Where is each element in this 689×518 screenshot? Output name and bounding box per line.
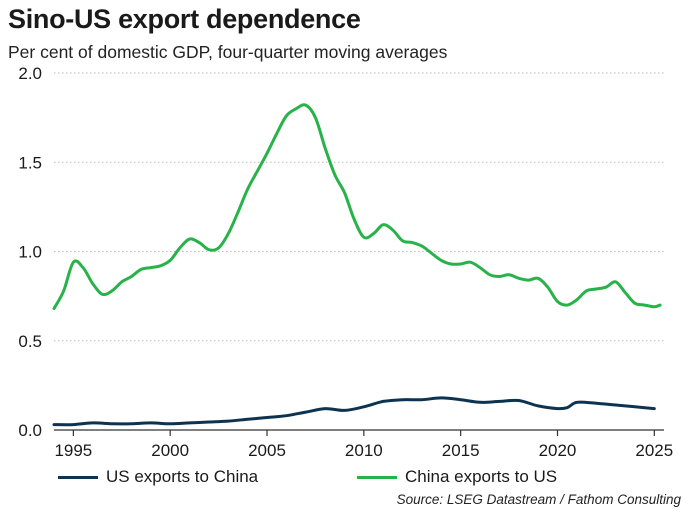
legend-label-us-exports: US exports to China: [106, 467, 259, 486]
legend-label-china-exports: China exports to US: [405, 467, 558, 486]
y-tick-label: 0.5: [18, 332, 42, 351]
x-tick-label: 2015: [442, 441, 480, 460]
legend-swatch-china-exports: [357, 475, 397, 479]
legend-item-us-exports: US exports to China: [58, 467, 258, 487]
source-note: Source: LSEG Datastream / Fathom Consult…: [396, 492, 681, 507]
y-tick-label: 1.0: [18, 243, 42, 262]
x-tick-label: 2010: [345, 441, 383, 460]
chart-title: Sino-US export dependence: [8, 4, 361, 34]
series-lines: [52, 103, 662, 427]
y-axis-ticks: 0.0 0.5 1.0 1.5 2.0: [18, 64, 42, 440]
x-tick-label: 2025: [635, 441, 673, 460]
legend-swatch-us-exports: [58, 475, 98, 479]
y-tick-label: 0.0: [18, 421, 42, 440]
series-line-us-exports-to-china: [52, 396, 656, 427]
gridlines: [54, 72, 664, 342]
y-tick-label: 1.5: [18, 153, 42, 172]
y-tick-label: 2.0: [18, 64, 42, 83]
x-tick-label: 1995: [54, 441, 92, 460]
x-tick-label: 2000: [151, 441, 189, 460]
x-tick-label: 2020: [539, 441, 577, 460]
chart-subtitle: Per cent of domestic GDP, four-quarter m…: [8, 42, 448, 62]
series-line-china-exports-to-us: [52, 103, 662, 311]
legend-item-china-exports: China exports to US: [357, 467, 557, 487]
x-tick-label: 2005: [248, 441, 286, 460]
x-axis: 1995 2000 2005 2010 2015 2020 2025: [54, 429, 673, 460]
